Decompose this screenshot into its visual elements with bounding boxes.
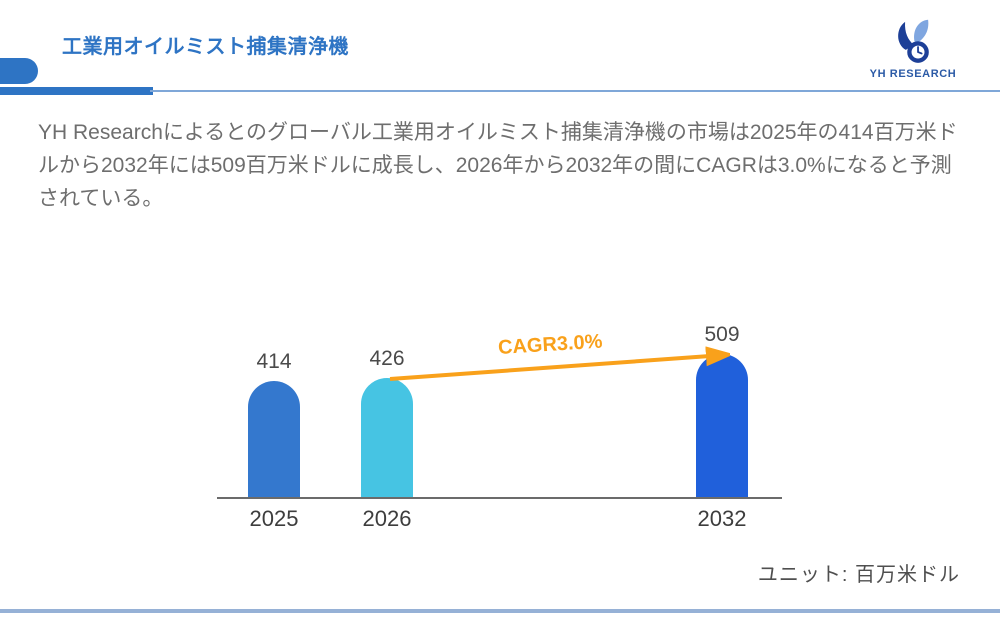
- bar-value-label: 426: [369, 347, 405, 370]
- intro-paragraph: YH Researchによるとのグローバル工業用オイルミスト捕集清浄機の市場は2…: [38, 121, 958, 210]
- bar-value-label: 414: [256, 350, 292, 373]
- footer-divider-line: [0, 609, 1000, 613]
- bar-2026: [361, 378, 413, 497]
- x-axis-label: 2026: [362, 506, 412, 531]
- x-axis-label: 2032: [697, 506, 747, 531]
- yh-research-logo: YH RESEARCH: [858, 18, 968, 80]
- header-divider-line: [150, 90, 1000, 92]
- yh-research-logo-text: YH RESEARCH: [869, 68, 957, 80]
- bar-2032: [696, 354, 748, 497]
- bar-value-label: 509: [704, 323, 740, 346]
- bar-2025: [248, 381, 300, 497]
- cagr-trend-arrow: [389, 346, 730, 381]
- yh-research-logo-icon: [898, 19, 929, 63]
- unit-label: ユニット: 百万米ドル: [757, 564, 960, 586]
- x-axis-label: 2025: [249, 506, 299, 531]
- page-title: 工業用オイルミスト捕集清浄機: [62, 36, 349, 58]
- chart-x-axis-line: [217, 497, 782, 499]
- arrow-line: [389, 346, 730, 381]
- header-accent-tab: [0, 58, 38, 84]
- header-accent-bar: [0, 87, 153, 95]
